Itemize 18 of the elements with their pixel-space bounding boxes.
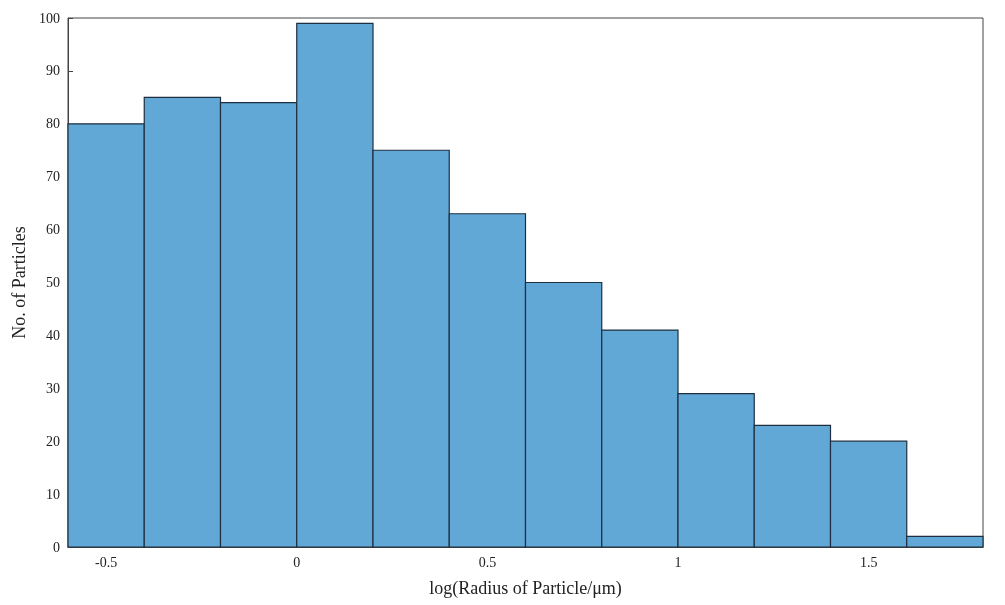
- y-tick-label: 10: [46, 486, 60, 502]
- x-axis-title: log(Radius of Particle/μm): [429, 578, 622, 599]
- y-tick-label: 100: [39, 10, 60, 26]
- y-tick-label: 70: [46, 169, 60, 185]
- x-tick-label: -0.5: [95, 554, 118, 570]
- x-tick-label: 0.5: [478, 554, 497, 570]
- y-axis-title: No. of Particles: [9, 226, 29, 339]
- x-tick-label: 1: [674, 554, 682, 570]
- y-tick-label: 90: [46, 63, 60, 79]
- y-tick-label: 80: [46, 116, 60, 132]
- y-tick-label: 0: [53, 539, 60, 555]
- y-tick-label: 20: [46, 433, 60, 449]
- y-tick-label: 30: [46, 380, 60, 396]
- y-tick-label: 50: [46, 275, 60, 290]
- x-tick-label: 1.5: [859, 554, 878, 570]
- y-tick-label: 40: [46, 327, 60, 343]
- y-tick-label: 60: [46, 222, 60, 238]
- x-tick-label: 0: [293, 554, 301, 570]
